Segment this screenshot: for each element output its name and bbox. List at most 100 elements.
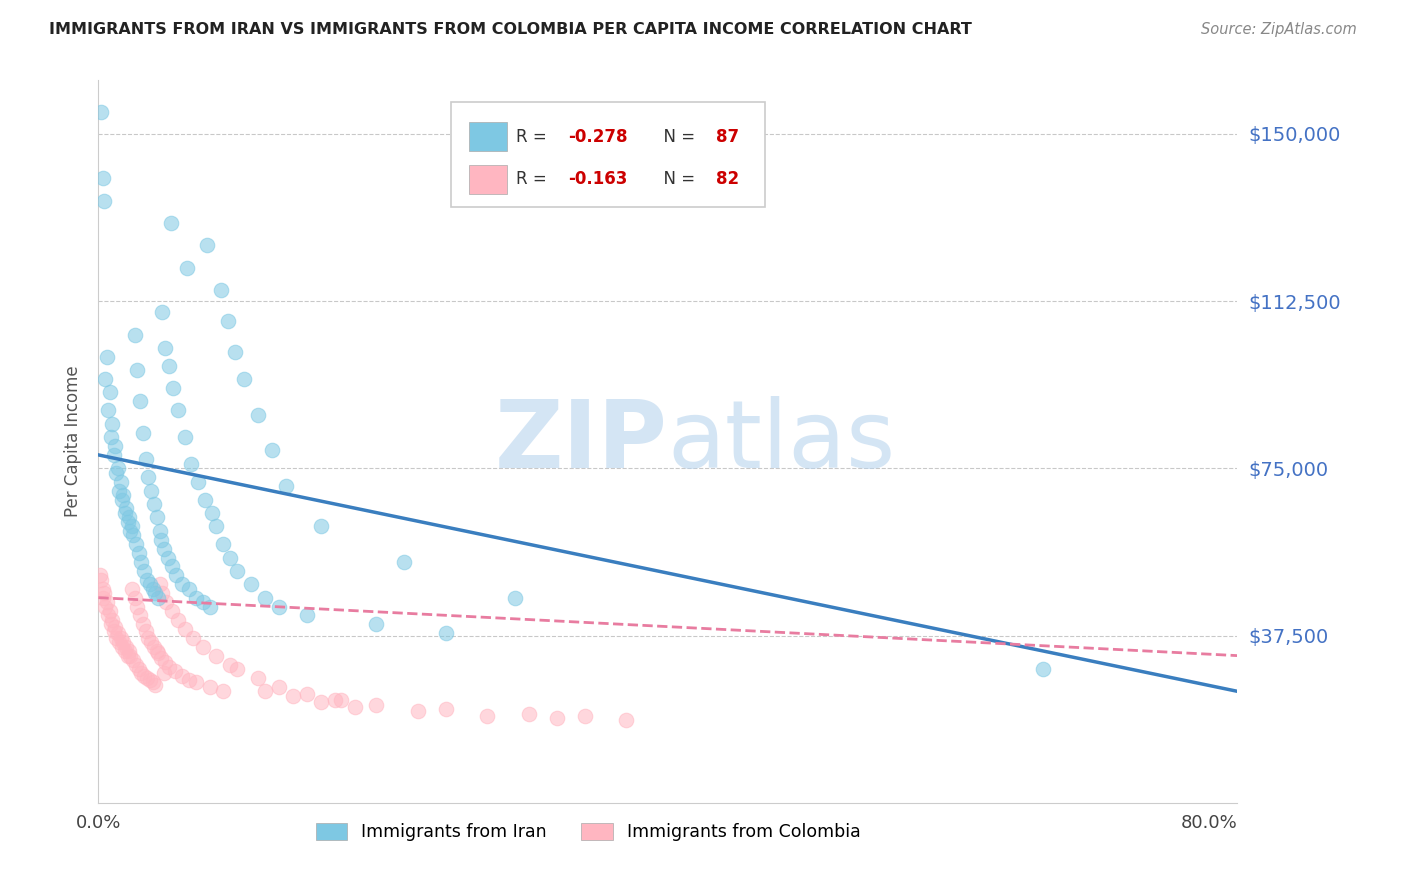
FancyBboxPatch shape — [451, 102, 765, 207]
Point — [110, 631, 132, 645]
Point — [124, 327, 146, 342]
Point — [94, 599, 117, 614]
Y-axis label: Per Capita Income: Per Capita Income — [63, 366, 82, 517]
Point — [98, 604, 121, 618]
Point — [205, 519, 228, 533]
Point — [143, 497, 166, 511]
Point — [138, 470, 160, 484]
Point — [309, 519, 332, 533]
Point — [434, 626, 457, 640]
Point — [148, 524, 170, 538]
Point — [124, 591, 146, 605]
Point — [136, 671, 159, 685]
Point — [157, 660, 180, 674]
Point — [267, 680, 290, 694]
Point — [191, 640, 214, 654]
Point — [118, 510, 141, 524]
Point — [153, 655, 176, 669]
Point — [503, 591, 526, 605]
Point — [295, 687, 318, 701]
Point — [134, 564, 156, 578]
Point — [145, 586, 167, 600]
Point — [141, 483, 163, 498]
FancyBboxPatch shape — [468, 165, 508, 194]
Point — [217, 314, 239, 328]
Point — [330, 693, 353, 707]
Point — [323, 693, 346, 707]
Point — [135, 624, 157, 639]
Point — [517, 706, 540, 721]
Point — [173, 622, 195, 636]
Point — [184, 675, 207, 690]
Point — [104, 439, 127, 453]
Point — [145, 678, 167, 692]
Point — [131, 555, 153, 569]
Point — [107, 461, 129, 475]
Point — [108, 635, 131, 649]
Point — [103, 448, 125, 462]
Point — [117, 648, 139, 663]
Point — [170, 577, 193, 591]
Point — [97, 403, 120, 417]
Point — [219, 550, 242, 565]
Point — [118, 644, 141, 658]
Point — [114, 506, 136, 520]
Point — [108, 483, 131, 498]
Point — [434, 702, 457, 716]
Point — [93, 194, 115, 208]
Point — [139, 577, 162, 591]
Point — [247, 408, 270, 422]
Point — [143, 640, 166, 654]
Point — [260, 443, 283, 458]
Point — [254, 591, 277, 605]
Point — [142, 675, 165, 690]
Point — [139, 673, 162, 688]
Point — [309, 696, 332, 710]
Point — [110, 475, 132, 489]
Point — [114, 644, 136, 658]
Point — [205, 648, 228, 663]
Text: ZIP: ZIP — [495, 395, 668, 488]
Point — [121, 519, 143, 533]
Point — [267, 599, 290, 614]
Point — [165, 568, 187, 582]
Point — [254, 684, 277, 698]
Point — [128, 546, 150, 560]
FancyBboxPatch shape — [468, 122, 508, 151]
Point — [101, 613, 124, 627]
Text: R =: R = — [516, 170, 553, 188]
Point — [120, 648, 142, 663]
Point — [115, 501, 138, 516]
Point — [295, 608, 318, 623]
Point — [247, 671, 270, 685]
Point — [366, 698, 388, 712]
Point — [134, 669, 156, 683]
Point — [366, 617, 388, 632]
Point — [138, 631, 160, 645]
Point — [145, 510, 167, 524]
Point — [477, 708, 499, 723]
Point — [180, 457, 202, 471]
Point — [166, 613, 188, 627]
Point — [281, 689, 304, 703]
Point — [614, 714, 637, 728]
Text: N =: N = — [652, 170, 700, 188]
Point — [149, 651, 172, 665]
Point — [97, 608, 120, 623]
Point — [155, 595, 177, 609]
Point — [148, 577, 170, 591]
Point — [226, 564, 249, 578]
Point — [546, 711, 568, 725]
Point — [150, 586, 173, 600]
Point — [195, 238, 218, 252]
Point — [111, 492, 134, 507]
Point — [160, 559, 183, 574]
Point — [91, 171, 114, 186]
Point — [191, 595, 214, 609]
Point — [1032, 662, 1054, 676]
Point — [173, 430, 195, 444]
Point — [104, 619, 127, 633]
Point — [142, 582, 165, 596]
Point — [107, 626, 129, 640]
Point — [125, 537, 148, 551]
